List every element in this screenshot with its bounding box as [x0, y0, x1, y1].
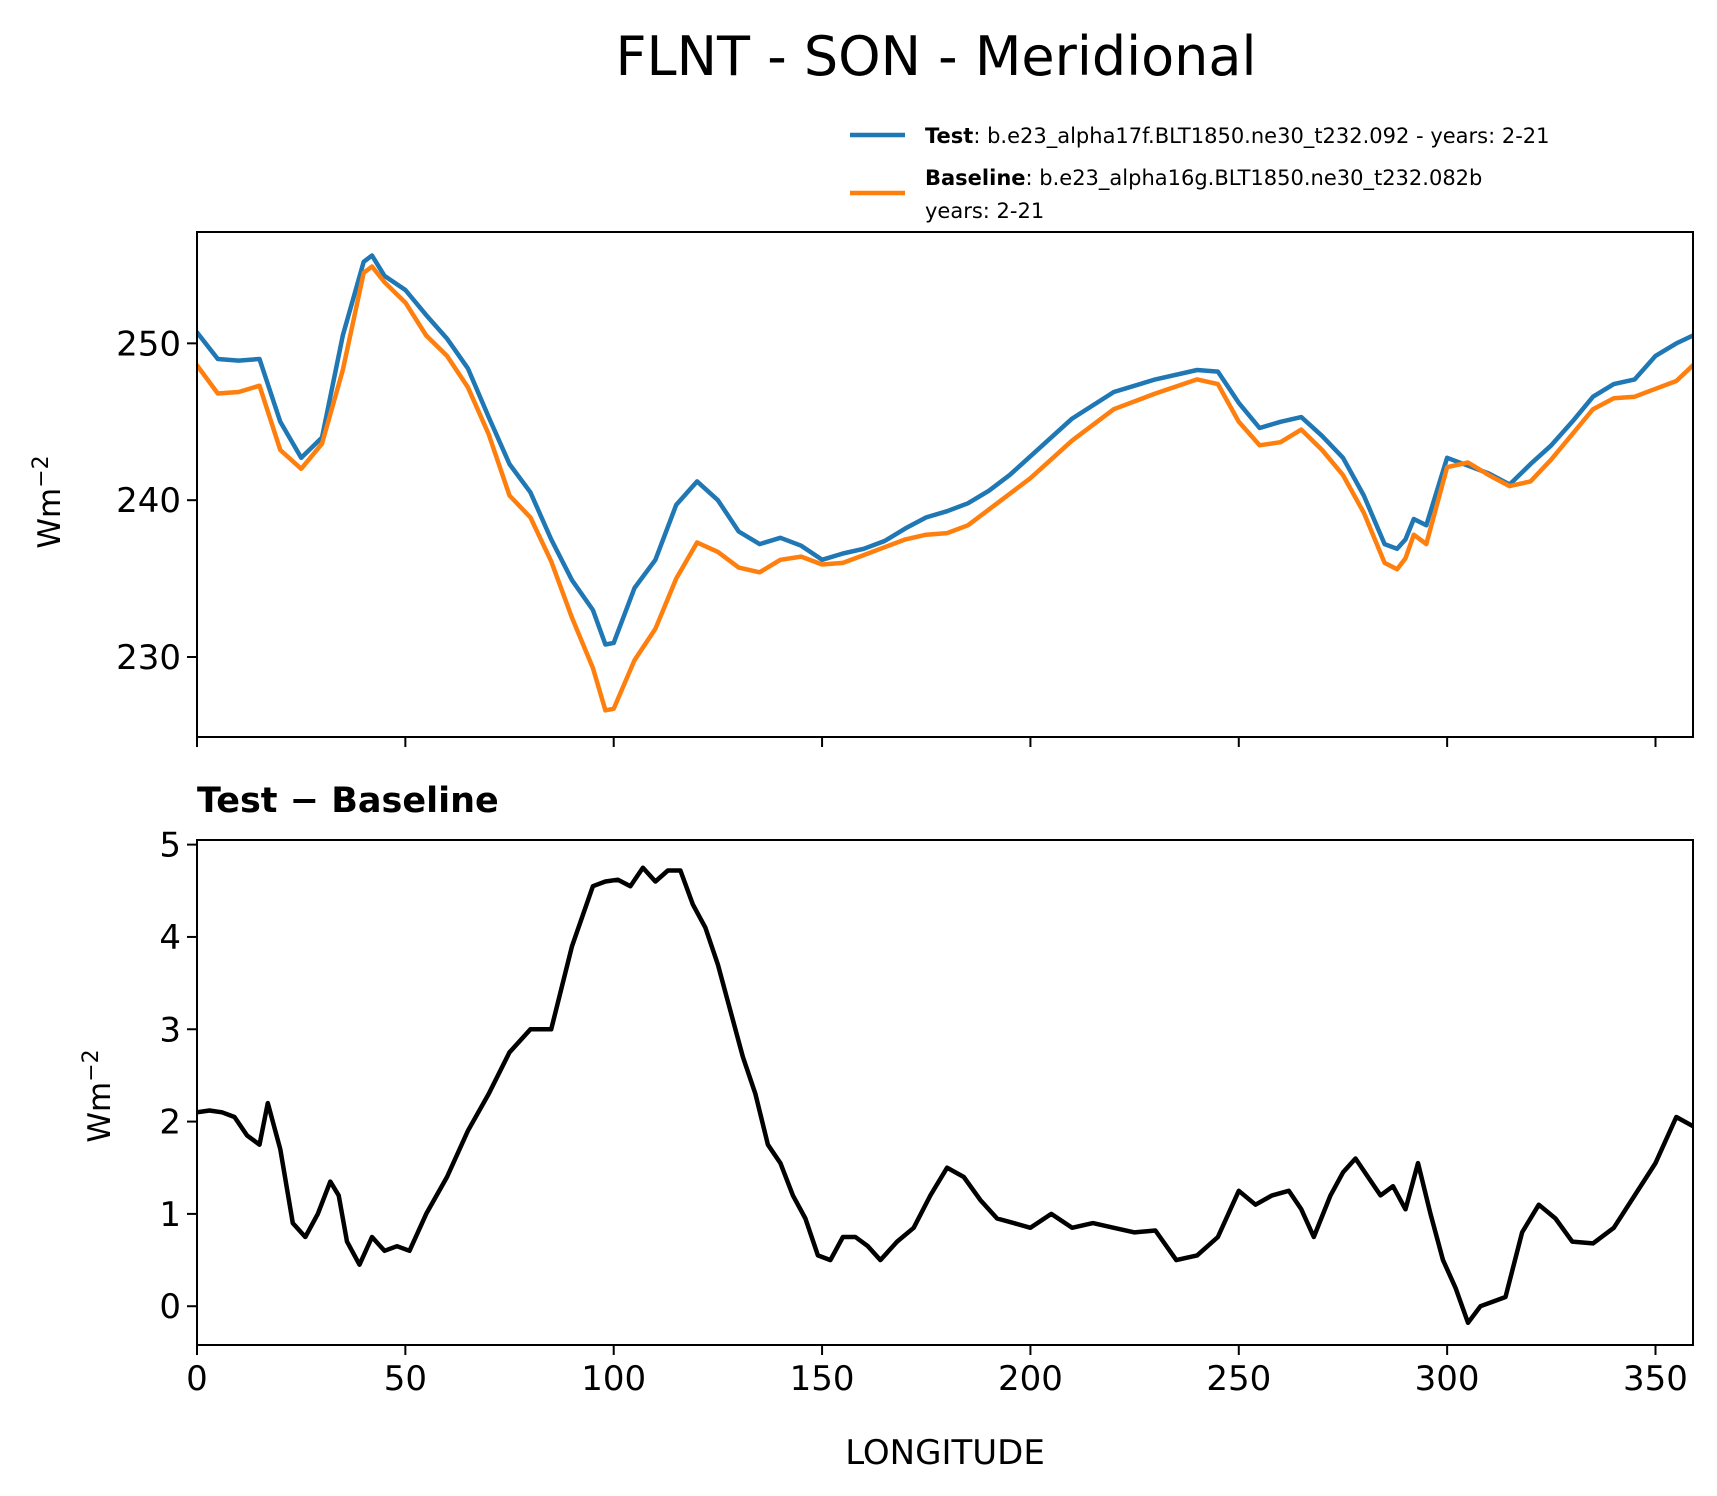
bottom-panel-title: Test − Baseline — [197, 781, 499, 821]
top-ylabel-exponent: −2 — [29, 455, 54, 487]
bottom-axes-frame — [196, 839, 1694, 1346]
legend: Test: b.e23_alpha17f.BLT1850.ne30_t232.0… — [850, 124, 1550, 223]
bottom-xtick-label-150: 150 — [790, 1359, 855, 1399]
top-panel: Wm−2 230 240 250 — [29, 231, 1694, 747]
top-ylabel-text: Wm — [32, 488, 68, 549]
bottom-xtick-label-300: 300 — [1415, 1359, 1480, 1399]
bottom-series-test-baseline-line — [197, 865, 1693, 1326]
bottom-xtick-label-0: 0 — [186, 1359, 208, 1399]
legend-test-entry: Test: b.e23_alpha17f.BLT1850.ne30_t232.0… — [925, 124, 1550, 149]
bottom-xtick-label-100: 100 — [581, 1359, 646, 1399]
legend-baseline-text: : b.e23_alpha16g.BLT1850.ne30_t232.082b — [1026, 166, 1483, 191]
top-series-test-line — [197, 253, 1693, 647]
top-ylabel: Wm−2 — [29, 455, 68, 548]
legend-baseline-entry: Baseline: b.e23_alpha16g.BLT1850.ne30_t2… — [925, 166, 1482, 191]
bottom-ytick-label-1: 1 — [159, 1195, 181, 1235]
bottom-ytick-label-4: 4 — [159, 918, 181, 958]
top-ytick-label-230: 230 — [116, 638, 181, 678]
top-ytick-label-240: 240 — [116, 481, 181, 521]
bottom-ylabel-exponent: −2 — [79, 1049, 104, 1081]
top-series-baseline-line — [197, 264, 1693, 713]
bottom-xtick-label-250: 250 — [1206, 1359, 1271, 1399]
top-axes-frame — [196, 231, 1694, 738]
top-ytick-label-250: 250 — [116, 324, 181, 364]
bottom-xtick-label-50: 50 — [384, 1359, 427, 1399]
bottom-xtick-label-200: 200 — [998, 1359, 1063, 1399]
legend-baseline-text2: years: 2-21 — [925, 199, 1044, 223]
bottom-xlabel: LONGITUDE — [845, 1433, 1045, 1473]
legend-baseline-label: Baseline — [925, 166, 1026, 190]
bottom-ylabel: Wm−2 — [79, 1049, 118, 1142]
bottom-ytick-label-0: 0 — [159, 1287, 181, 1327]
legend-test-text: : b.e23_alpha17f.BLT1850.ne30_t232.092 -… — [973, 124, 1549, 149]
bottom-ytick-label-3: 3 — [159, 1010, 181, 1050]
bottom-panel: Test − Baseline Wm−2 LONGITUDE 0 50 100 150… — [79, 781, 1694, 1473]
bottom-ytick-label-2: 2 — [159, 1103, 181, 1143]
legend-test-label: Test — [925, 124, 973, 148]
bottom-xtick-label-350: 350 — [1623, 1359, 1688, 1399]
figure-title: FLNT - SON - Meridional — [616, 25, 1257, 88]
bottom-ylabel-text: Wm — [82, 1082, 118, 1143]
bottom-ytick-label-5: 5 — [159, 826, 181, 866]
